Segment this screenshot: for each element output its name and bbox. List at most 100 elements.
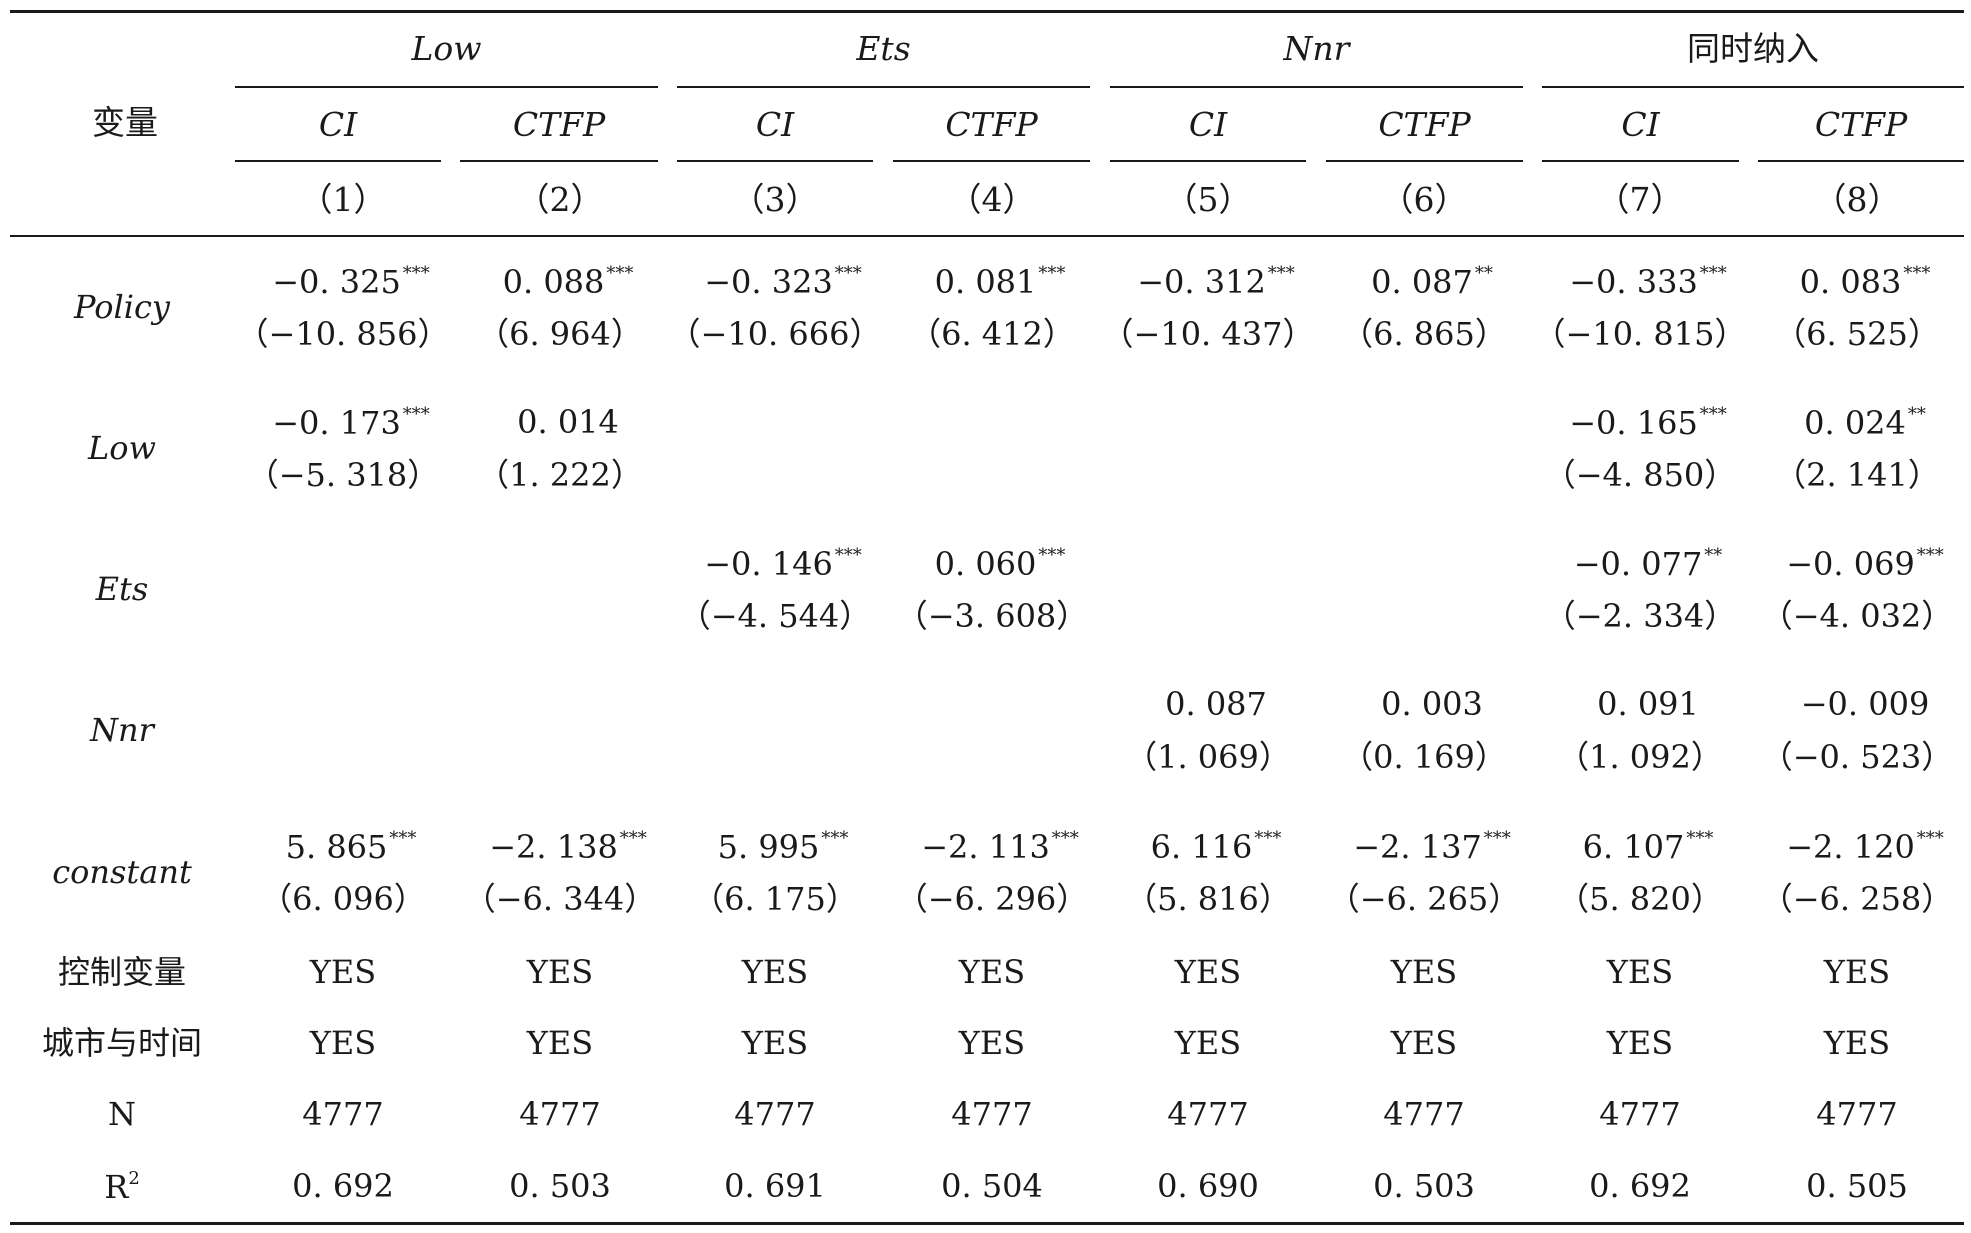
stat-cell: YES — [309, 953, 377, 991]
significance-stars: ** — [1907, 404, 1926, 425]
t-stat-cell: （−10. 815） — [1533, 315, 1747, 353]
stat-cell: YES — [1823, 1024, 1891, 1062]
coef-cell: −2. 120 *** — [1765, 828, 1965, 866]
coef-cell: −0. 173 *** — [251, 404, 451, 442]
significance-stars: *** — [1903, 263, 1931, 284]
t-stat-cell: （2. 141） — [1774, 456, 1940, 494]
stat-cell: YES — [1606, 953, 1674, 991]
coef-cell: 0. 087 ** — [1332, 263, 1532, 301]
significance-stars: *** — [821, 828, 849, 849]
column-number: （7） — [1596, 180, 1684, 219]
coef-cell: 0. 081 *** — [900, 263, 1100, 301]
coef-value: 0. 081 — [934, 263, 1037, 301]
t-stat-cell: （1. 092） — [1557, 738, 1723, 776]
t-stat-cell: （−4. 850） — [1543, 456, 1737, 494]
column-number: （5） — [1164, 180, 1252, 219]
t-stat-cell: （−6. 296） — [895, 880, 1089, 918]
stat-cell: 4777 — [1383, 1095, 1465, 1133]
r2-cell: 0. 692 — [1589, 1167, 1691, 1205]
r2-cell: 0. 505 — [1806, 1167, 1908, 1205]
t-stat-cell: （−10. 437） — [1101, 315, 1315, 353]
group-underline — [677, 86, 1090, 88]
stat-cell: YES — [741, 953, 809, 991]
stat-cell: YES — [526, 953, 594, 991]
significance-stars: *** — [1699, 404, 1727, 425]
coef-value: 5. 865 — [285, 828, 388, 866]
column-number: （2） — [516, 180, 604, 219]
column-number: （1） — [299, 180, 387, 219]
coef-cell: 0. 024 ** — [1765, 404, 1965, 440]
t-stat-cell: （6. 525） — [1774, 315, 1940, 353]
coef-cell: −0. 323 *** — [683, 263, 883, 301]
coef-value: 0. 087 — [1371, 263, 1473, 301]
coef-cell: −0. 325 *** — [251, 265, 451, 299]
dep-var-underline — [1758, 160, 1964, 162]
row-label: constant — [52, 853, 192, 891]
t-stat-cell: （1. 222） — [477, 456, 643, 494]
stat-cell: 4777 — [1167, 1095, 1249, 1133]
t-stat-cell: （−4. 544） — [678, 597, 872, 635]
coef-cell: 0. 087 — [1116, 688, 1316, 720]
t-stat-cell: （5. 820） — [1557, 880, 1723, 918]
coef-cell: 0. 014 — [468, 406, 668, 438]
stat-cell: YES — [958, 953, 1026, 991]
dep-var-header: CTFP — [1378, 105, 1471, 144]
t-stat-cell: （6. 175） — [692, 880, 858, 918]
coef-value: −0. 173 — [272, 404, 401, 442]
dep-var-underline — [893, 160, 1090, 162]
stat-cell: 4777 — [1599, 1095, 1681, 1133]
t-stat-cell: （−10. 856） — [236, 315, 450, 353]
group-header: Nnr — [1283, 29, 1350, 68]
coef-cell: −0. 165 *** — [1548, 404, 1748, 440]
dep-var-underline — [460, 160, 658, 162]
significance-stars: ** — [1704, 545, 1723, 566]
coef-value: 6. 116 — [1150, 828, 1253, 866]
column-number: （3） — [731, 180, 819, 219]
t-stat-cell: （5. 816） — [1125, 880, 1291, 918]
coef-cell: −2. 138 *** — [468, 830, 668, 864]
coef-cell: −0. 146 *** — [683, 547, 883, 581]
dep-var-header: CTFP — [512, 105, 606, 144]
coef-cell: −2. 113 *** — [900, 828, 1100, 866]
coef-cell: 5. 865 *** — [251, 828, 451, 866]
coef-cell: 0. 083 *** — [1765, 263, 1965, 301]
t-stat-cell: （−2. 334） — [1543, 597, 1737, 635]
coef-value: 6. 107 — [1582, 828, 1685, 866]
stat-cell: YES — [1390, 1024, 1458, 1062]
group-underline — [1110, 86, 1523, 88]
significance-stars: *** — [1038, 545, 1066, 566]
group-header: Ets — [856, 29, 911, 68]
row-label: 城市与时间 — [41, 1024, 202, 1062]
significance-stars: *** — [1051, 828, 1079, 849]
dep-var-underline — [1542, 160, 1739, 162]
t-stat-cell: （−0. 523） — [1760, 738, 1954, 776]
t-stat-cell: （6. 865） — [1341, 315, 1507, 353]
coef-value: −2. 113 — [921, 828, 1050, 866]
coef-cell: −0. 009 — [1765, 688, 1965, 720]
significance-stars: *** — [1267, 263, 1295, 284]
header-bottom-rule — [10, 235, 1964, 237]
coef-value: 0. 060 — [934, 545, 1037, 583]
r2-cell: 0. 504 — [941, 1167, 1043, 1205]
group-underline — [1542, 86, 1964, 88]
group-header: Low — [411, 29, 482, 68]
coef-value: −2. 120 — [1786, 828, 1915, 866]
coef-cell: −2. 137 *** — [1332, 830, 1532, 864]
row-label: N — [108, 1095, 136, 1133]
coef-value: −0. 323 — [704, 263, 833, 301]
coef-cell: 0. 060 *** — [900, 545, 1100, 583]
t-stat-cell: （−5. 318） — [246, 456, 440, 494]
coef-cell: 0. 091 — [1548, 688, 1748, 720]
coef-cell: −0. 069 *** — [1765, 547, 1965, 581]
t-stat-cell: （1. 069） — [1125, 738, 1291, 776]
top-rule — [10, 10, 1964, 13]
r2-cell: 0. 503 — [509, 1167, 611, 1205]
stat-cell: YES — [1174, 1024, 1242, 1062]
dep-var-header: CI — [1621, 105, 1660, 144]
coef-cell: 0. 088 *** — [468, 265, 668, 299]
coef-value: 0. 083 — [1799, 263, 1902, 301]
coef-cell: 6. 116 *** — [1116, 828, 1316, 866]
t-stat-cell: （−6. 258） — [1760, 880, 1954, 918]
dep-var-underline — [235, 160, 441, 162]
stat-cell: YES — [958, 1024, 1026, 1062]
